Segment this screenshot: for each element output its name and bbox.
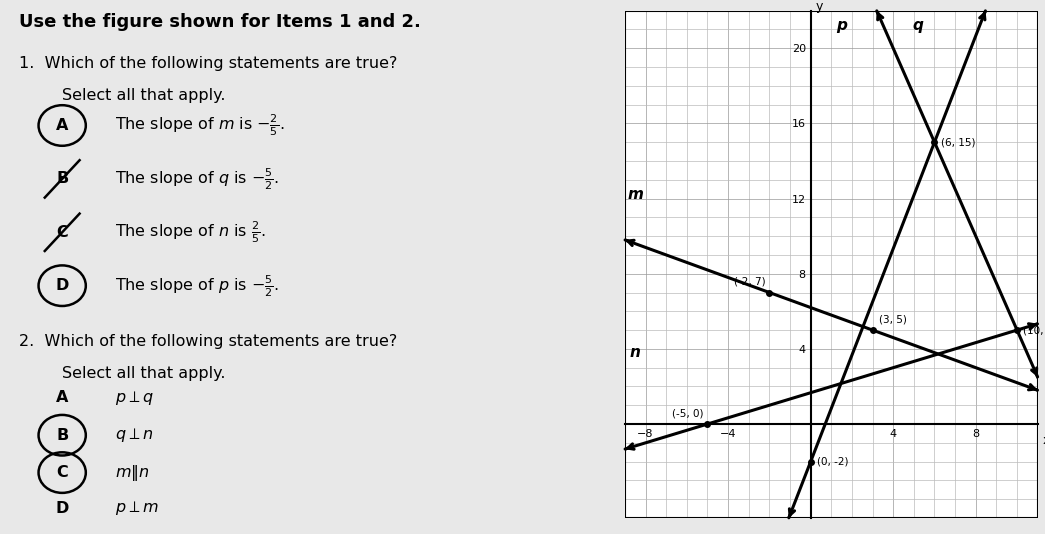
Text: 2.  Which of the following statements are true?: 2. Which of the following statements are…: [19, 334, 397, 349]
Text: (-2, 7): (-2, 7): [734, 277, 765, 287]
Text: (3, 5): (3, 5): [879, 315, 907, 325]
Text: $q \perp n$: $q \perp n$: [115, 426, 154, 444]
Text: q: q: [912, 18, 924, 33]
Text: $p \perp q$: $p \perp q$: [115, 389, 154, 407]
Text: $m \| n$: $m \| n$: [115, 462, 149, 483]
Text: D: D: [55, 278, 69, 293]
Text: D: D: [55, 501, 69, 516]
Text: (0, -2): (0, -2): [817, 457, 849, 467]
Text: A: A: [56, 390, 68, 405]
Text: n: n: [630, 345, 641, 360]
Text: C: C: [56, 225, 68, 240]
Text: p: p: [836, 18, 847, 33]
Text: The slope of $m$ is $-\frac{2}{5}$.: The slope of $m$ is $-\frac{2}{5}$.: [115, 113, 284, 138]
Text: Use the figure shown for Items 1 and 2.: Use the figure shown for Items 1 and 2.: [19, 13, 420, 32]
Text: y: y: [815, 1, 822, 13]
Text: $p \perp m$: $p \perp m$: [115, 499, 159, 517]
Text: (-5, 0): (-5, 0): [672, 409, 703, 419]
Text: The slope of $n$ is $\frac{2}{5}$.: The slope of $n$ is $\frac{2}{5}$.: [115, 219, 265, 245]
Text: The slope of $p$ is $-\frac{5}{2}$.: The slope of $p$ is $-\frac{5}{2}$.: [115, 273, 279, 299]
Text: Select all that apply.: Select all that apply.: [63, 366, 226, 381]
Text: (10, 5): (10, 5): [1023, 325, 1045, 335]
Text: 1.  Which of the following statements are true?: 1. Which of the following statements are…: [19, 56, 397, 71]
Text: x: x: [1042, 435, 1045, 447]
Text: m: m: [627, 187, 643, 202]
Text: C: C: [56, 465, 68, 480]
Text: A: A: [56, 118, 68, 133]
Text: Select all that apply.: Select all that apply.: [63, 88, 226, 103]
Text: The slope of $q$ is $-\frac{5}{2}$.: The slope of $q$ is $-\frac{5}{2}$.: [115, 166, 279, 192]
Text: B: B: [56, 171, 68, 186]
Text: (6, 15): (6, 15): [940, 137, 975, 147]
Text: B: B: [56, 428, 68, 443]
